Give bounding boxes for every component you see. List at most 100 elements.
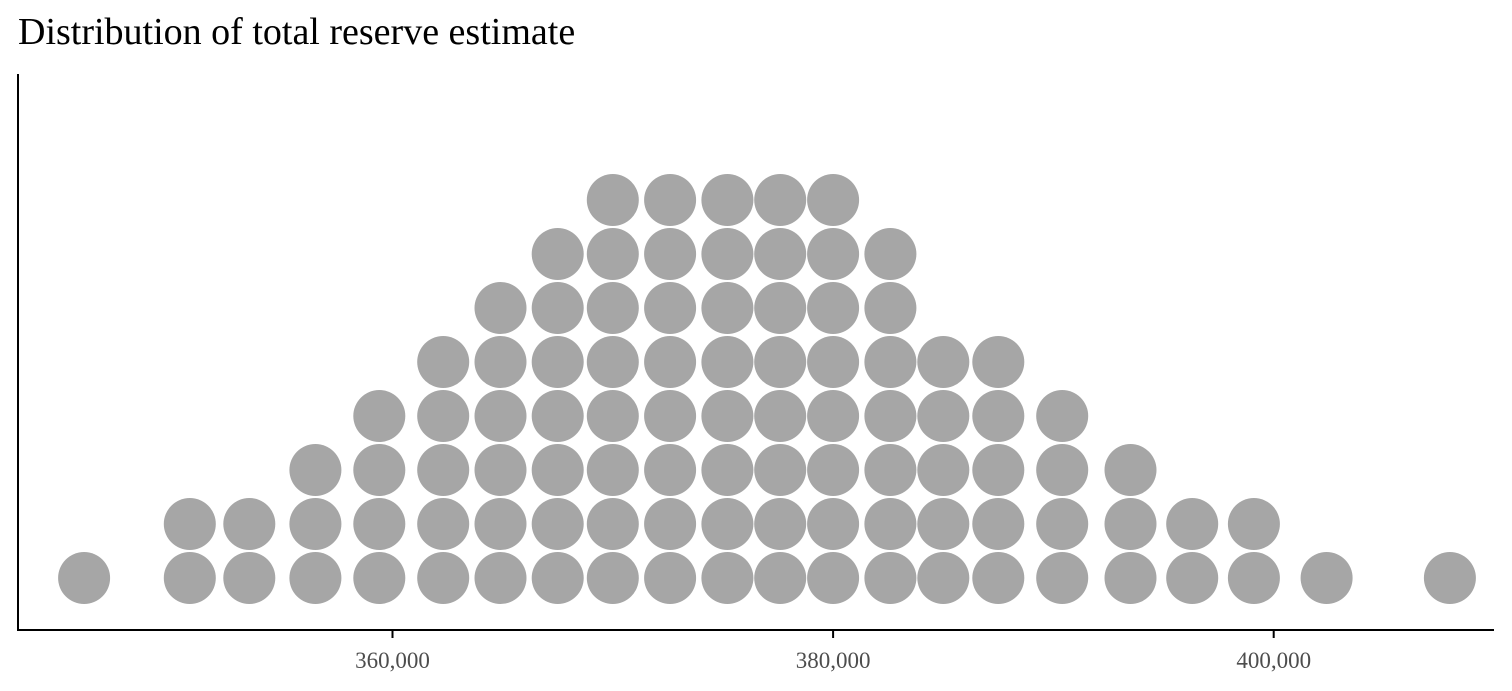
data-dot	[807, 282, 860, 334]
data-dot	[644, 444, 697, 496]
data-dot	[754, 174, 807, 226]
data-dot	[644, 498, 697, 550]
data-dot	[1036, 552, 1089, 604]
data-dot	[864, 444, 917, 496]
data-dot	[531, 228, 584, 280]
data-dot	[586, 552, 639, 604]
data-dot	[163, 552, 216, 604]
data-dot	[586, 336, 639, 388]
data-dot	[754, 336, 807, 388]
data-dot	[972, 552, 1025, 604]
data-dot	[972, 444, 1025, 496]
data-dot	[807, 336, 860, 388]
data-dot	[917, 498, 970, 550]
data-dot	[1104, 498, 1157, 550]
data-dot	[289, 498, 342, 550]
data-dot	[353, 444, 406, 496]
data-dot	[644, 336, 697, 388]
data-dot	[917, 390, 970, 442]
x-tick-label: 380,000	[796, 648, 871, 673]
data-dot	[474, 336, 527, 388]
data-dot	[917, 444, 970, 496]
data-dot	[972, 336, 1025, 388]
data-dot	[701, 498, 754, 550]
data-dot	[586, 498, 639, 550]
data-dot	[223, 552, 276, 604]
data-dot	[1036, 444, 1089, 496]
data-dot	[1166, 552, 1219, 604]
data-dot	[474, 390, 527, 442]
data-dot	[644, 552, 697, 604]
data-dot	[701, 228, 754, 280]
data-dot	[807, 444, 860, 496]
chart-title: Distribution of total reserve estimate	[18, 11, 576, 53]
data-dot	[754, 390, 807, 442]
data-dot	[1036, 498, 1089, 550]
data-dot	[644, 228, 697, 280]
dots-layer	[58, 174, 1476, 604]
data-dot	[474, 282, 527, 334]
data-dot	[917, 336, 970, 388]
data-dot	[58, 552, 111, 604]
data-dot	[864, 390, 917, 442]
data-dot	[701, 390, 754, 442]
data-dot	[701, 336, 754, 388]
data-dot	[1227, 552, 1280, 604]
data-dot	[701, 444, 754, 496]
data-dot	[474, 498, 527, 550]
data-dot	[417, 552, 470, 604]
data-dot	[1104, 444, 1157, 496]
data-dot	[1423, 552, 1476, 604]
data-dot	[754, 282, 807, 334]
data-dot	[644, 174, 697, 226]
data-dot	[531, 282, 584, 334]
data-dot	[353, 390, 406, 442]
data-dot	[807, 390, 860, 442]
data-dot	[701, 282, 754, 334]
data-dot	[807, 174, 860, 226]
data-dot	[586, 444, 639, 496]
data-dot	[417, 336, 470, 388]
data-dot	[864, 336, 917, 388]
data-dot	[417, 498, 470, 550]
data-dot	[754, 498, 807, 550]
data-dot	[586, 228, 639, 280]
x-axis-ticks: 360,000 380,000 400,000	[355, 630, 1311, 673]
data-dot	[1300, 552, 1353, 604]
data-dot	[754, 444, 807, 496]
data-dot	[289, 552, 342, 604]
data-dot	[474, 552, 527, 604]
data-dot	[417, 444, 470, 496]
data-dot	[586, 174, 639, 226]
x-tick-label: 360,000	[355, 648, 430, 673]
data-dot	[531, 498, 584, 550]
data-dot	[701, 552, 754, 604]
data-dot	[531, 444, 584, 496]
data-dot	[701, 174, 754, 226]
x-tick-label: 400,000	[1236, 648, 1311, 673]
data-dot	[586, 390, 639, 442]
data-dot	[163, 498, 216, 550]
data-dot	[807, 498, 860, 550]
data-dot	[644, 390, 697, 442]
data-dot	[807, 552, 860, 604]
data-dot	[917, 552, 970, 604]
data-dot	[223, 498, 276, 550]
data-dot	[864, 228, 917, 280]
data-dot	[531, 390, 584, 442]
data-dot	[754, 552, 807, 604]
data-dot	[586, 282, 639, 334]
data-dot	[864, 282, 917, 334]
data-dot	[864, 552, 917, 604]
data-dot	[807, 228, 860, 280]
data-dot	[972, 498, 1025, 550]
data-dot	[1036, 390, 1089, 442]
data-dot	[353, 552, 406, 604]
data-dot	[864, 498, 917, 550]
data-dot	[289, 444, 342, 496]
data-dot	[1104, 552, 1157, 604]
data-dot	[972, 390, 1025, 442]
data-dot	[1166, 498, 1219, 550]
data-dot	[353, 498, 406, 550]
